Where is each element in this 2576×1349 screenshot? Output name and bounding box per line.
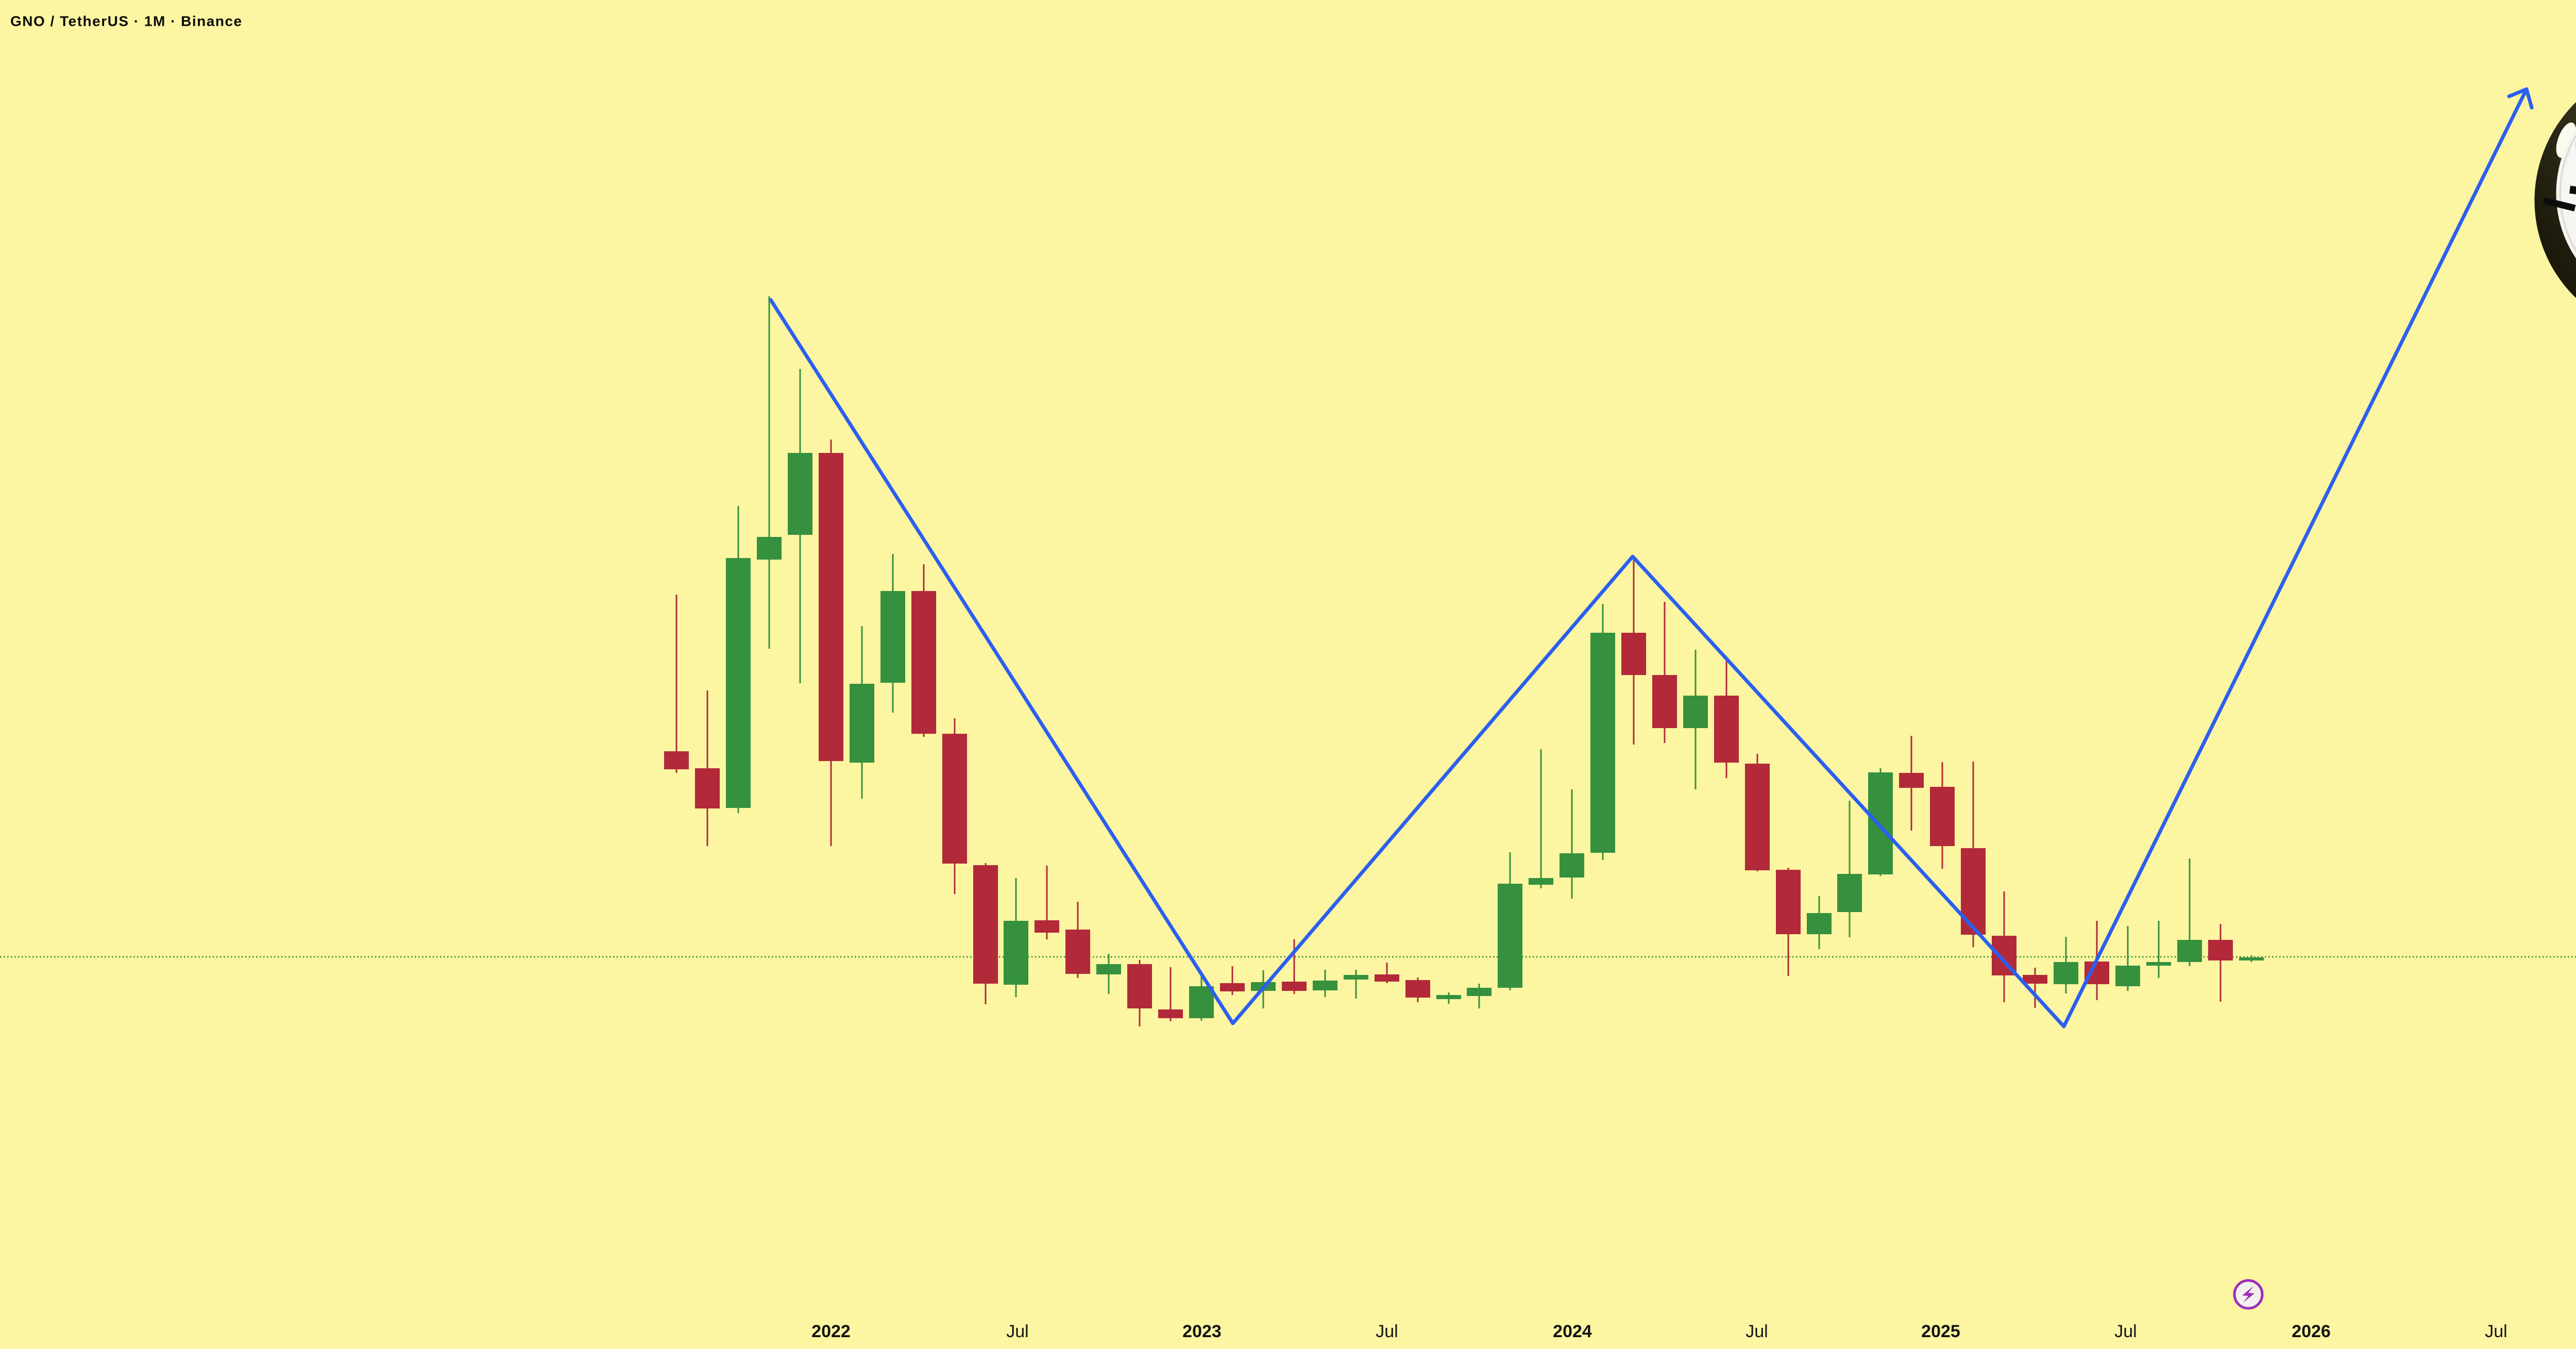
svg-text:Jul: Jul	[1745, 1322, 1768, 1341]
svg-text:2022: 2022	[811, 1322, 851, 1341]
svg-text:Jul: Jul	[2485, 1322, 2507, 1341]
svg-text:GNO / TetherUS · 1M · Binance: GNO / TetherUS · 1M · Binance	[10, 13, 243, 29]
svg-text:Jul: Jul	[1376, 1322, 1398, 1341]
svg-text:2026: 2026	[2292, 1322, 2331, 1341]
svg-text:2024: 2024	[1553, 1322, 1592, 1341]
svg-text:2023: 2023	[1182, 1322, 1222, 1341]
svg-text:Jul: Jul	[2114, 1322, 2137, 1341]
svg-text:2025: 2025	[1921, 1322, 1960, 1341]
svg-text:Jul: Jul	[1006, 1322, 1028, 1341]
